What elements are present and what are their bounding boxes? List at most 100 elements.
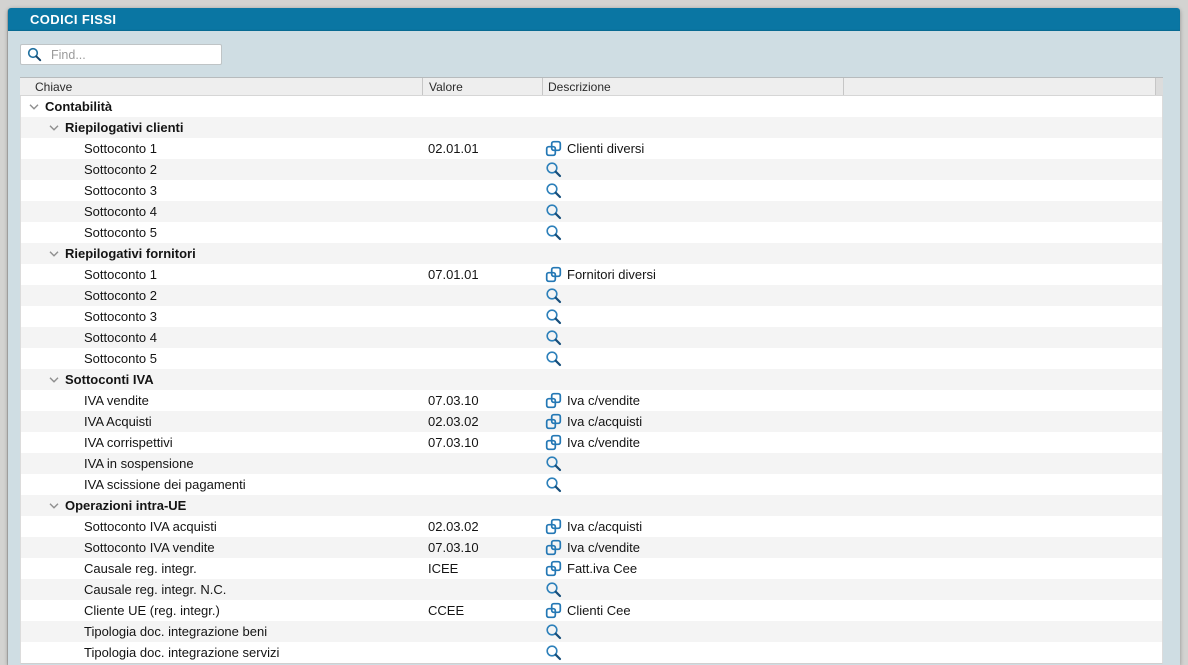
linked-record-icon[interactable] — [545, 434, 562, 451]
tree-group-row[interactable]: Operazioni intra-UE — [21, 495, 1162, 516]
chevron-down-icon[interactable] — [49, 376, 65, 383]
column-header-valore[interactable]: Valore — [422, 78, 542, 95]
linked-record-icon[interactable] — [545, 266, 562, 283]
tree-group-row[interactable]: Riepilogativi clienti — [21, 117, 1162, 138]
row-label: Causale reg. integr. N.C. — [84, 582, 227, 597]
tree-leaf-row[interactable]: Sottoconto 5 — [21, 348, 1162, 369]
cell-valore — [422, 621, 542, 642]
search-box[interactable] — [20, 44, 222, 65]
tree-leaf-row[interactable]: IVA scissione dei pagamenti — [21, 474, 1162, 495]
cell-extra — [843, 579, 1162, 600]
lookup-icon[interactable] — [545, 455, 562, 472]
cell-chiave: Sottoconti IVA — [21, 369, 422, 390]
lookup-icon[interactable] — [545, 203, 562, 220]
tree-leaf-row[interactable]: Causale reg. integr. N.C. — [21, 579, 1162, 600]
lookup-icon[interactable] — [545, 161, 562, 178]
tree-group-row[interactable]: Contabilità — [21, 96, 1162, 117]
tree-leaf-row[interactable]: Sottoconto 1 02.01.01 Clienti diversi — [21, 138, 1162, 159]
cell-valore — [422, 348, 542, 369]
column-header-descrizione[interactable]: Descrizione — [542, 78, 843, 95]
tree-leaf-row[interactable]: IVA in sospensione — [21, 453, 1162, 474]
lookup-icon[interactable] — [545, 623, 562, 640]
tree-leaf-row[interactable]: Causale reg. integr. ICEE Fatt.iva Cee — [21, 558, 1162, 579]
cell-chiave: IVA scissione dei pagamenti — [21, 474, 422, 495]
tree-leaf-row[interactable]: Tipologia doc. integrazione beni — [21, 621, 1162, 642]
linked-record-icon[interactable] — [545, 539, 562, 556]
chevron-down-icon[interactable] — [49, 502, 65, 509]
cell-chiave: Sottoconto 4 — [21, 201, 422, 222]
column-header-chiave[interactable]: Chiave — [35, 79, 73, 94]
cell-extra — [843, 600, 1162, 621]
cell-chiave: Sottoconto 5 — [21, 222, 422, 243]
cell-chiave: Sottoconto IVA acquisti — [21, 516, 422, 537]
cell-chiave: Causale reg. integr. N.C. — [21, 579, 422, 600]
tree-leaf-row[interactable]: Sottoconto 4 — [21, 327, 1162, 348]
tree-leaf-row[interactable]: Sottoconto 2 — [21, 159, 1162, 180]
cell-chiave: Sottoconto 5 — [21, 348, 422, 369]
linked-record-icon[interactable] — [545, 602, 562, 619]
linked-record-icon[interactable] — [545, 140, 562, 157]
lookup-icon[interactable] — [545, 350, 562, 367]
tree-leaf-row[interactable]: Sottoconto IVA vendite 07.03.10 Iva c/vend… — [21, 537, 1162, 558]
lookup-icon[interactable] — [545, 182, 562, 199]
tree-leaf-row[interactable]: Sottoconto 5 — [21, 222, 1162, 243]
cell-valore — [422, 180, 542, 201]
tree-leaf-row[interactable]: IVA vendite 07.03.10 Iva c/vendite — [21, 390, 1162, 411]
cell-valore — [422, 96, 542, 117]
row-label: Sottoconto 5 — [84, 225, 157, 240]
tree-leaf-row[interactable]: Sottoconto 4 — [21, 201, 1162, 222]
row-label: Sottoconto 4 — [84, 330, 157, 345]
row-label: Sottoconto 3 — [84, 183, 157, 198]
tree-leaf-row[interactable]: Cliente UE (reg. integr.) CCEE Clienti Cee — [21, 600, 1162, 621]
window-titlebar[interactable]: CODICI FISSI — [8, 8, 1180, 31]
linked-record-icon[interactable] — [545, 518, 562, 535]
tree-group-row[interactable]: Riepilogativi fornitori — [21, 243, 1162, 264]
tree-leaf-row[interactable]: Sottoconto 2 — [21, 285, 1162, 306]
cell-descrizione — [542, 222, 843, 243]
cell-chiave: IVA in sospensione — [21, 453, 422, 474]
cell-descrizione — [542, 117, 843, 138]
cell-extra — [843, 474, 1162, 495]
column-header-extra[interactable] — [843, 78, 1155, 95]
search-icon — [27, 47, 42, 62]
lookup-icon[interactable] — [545, 329, 562, 346]
tree-leaf-row[interactable]: Tipologia doc. integrazione servizi — [21, 642, 1162, 663]
tree-leaf-row[interactable]: Sottoconto 1 07.01.01 Fornitori diversi — [21, 264, 1162, 285]
row-label: Sottoconto 2 — [84, 288, 157, 303]
chevron-down-icon[interactable] — [49, 124, 65, 131]
cell-extra — [843, 243, 1162, 264]
chevron-down-icon[interactable] — [49, 250, 65, 257]
lookup-icon[interactable] — [545, 476, 562, 493]
chevron-down-icon[interactable] — [29, 103, 45, 110]
lookup-icon[interactable] — [545, 308, 562, 325]
cell-valore — [422, 117, 542, 138]
tree-leaf-row[interactable]: IVA Acquisti 02.03.02 Iva c/acquisti — [21, 411, 1162, 432]
lookup-icon[interactable] — [545, 581, 562, 598]
cell-valore — [422, 642, 542, 663]
cell-extra — [843, 432, 1162, 453]
lookup-icon[interactable] — [545, 224, 562, 241]
lookup-icon[interactable] — [545, 287, 562, 304]
cell-extra — [843, 201, 1162, 222]
cell-valore: CCEE — [428, 603, 465, 618]
linked-record-icon[interactable] — [545, 560, 562, 577]
linked-record-icon[interactable] — [545, 392, 562, 409]
tree-leaf-row[interactable]: Sottoconto 3 — [21, 180, 1162, 201]
tree-leaf-row[interactable]: IVA corrispettivi 07.03.10 Iva c/vendite — [21, 432, 1162, 453]
cell-valore — [422, 306, 542, 327]
cell-chiave: Sottoconto 3 — [21, 180, 422, 201]
cell-descrizione — [542, 579, 843, 600]
row-label: IVA vendite — [84, 393, 149, 408]
cell-valore — [422, 201, 542, 222]
search-input[interactable] — [49, 46, 221, 63]
tree-leaf-row[interactable]: Sottoconto IVA acquisti 02.03.02 Iva c/acq… — [21, 516, 1162, 537]
lookup-icon[interactable] — [545, 644, 562, 661]
linked-record-icon[interactable] — [545, 413, 562, 430]
row-label: Sottoconto 5 — [84, 351, 157, 366]
cell-descrizione — [542, 495, 843, 516]
cell-extra — [843, 180, 1162, 201]
tree-leaf-row[interactable]: Sottoconto 3 — [21, 306, 1162, 327]
row-label: IVA Acquisti — [84, 414, 152, 429]
tree-group-row[interactable]: Sottoconti IVA — [21, 369, 1162, 390]
